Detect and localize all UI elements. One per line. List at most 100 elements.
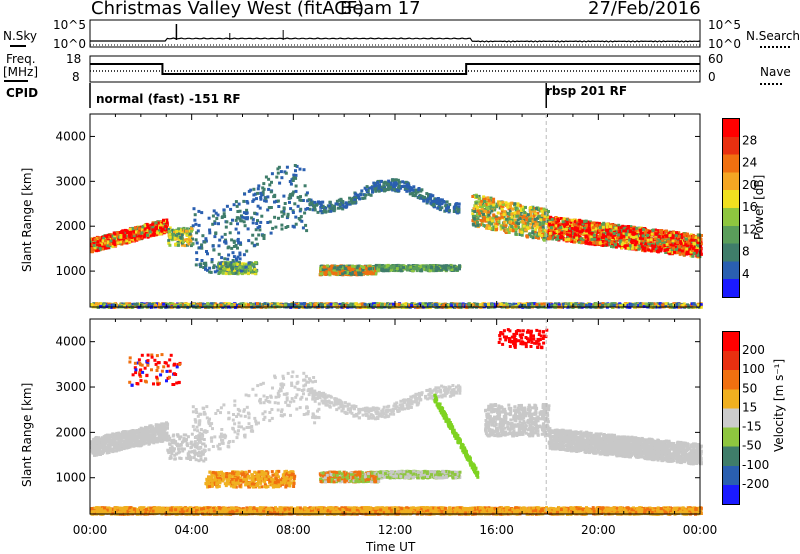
power-cell: [584, 234, 588, 238]
power-cell: [513, 202, 517, 206]
power-cell: [179, 236, 183, 240]
power-cell: [337, 206, 340, 210]
power-cell: [241, 265, 245, 269]
power-cell: [285, 165, 289, 169]
power-cell: [437, 267, 440, 271]
nsky-tick-high: 10^5: [53, 18, 86, 32]
power-cell: [440, 264, 444, 268]
power-cell: [499, 224, 503, 228]
power-cell: [356, 193, 359, 197]
power-cell: [674, 248, 678, 252]
power-cell: [346, 270, 349, 274]
power-cell: [238, 257, 242, 261]
power-cell: [276, 167, 280, 171]
power-cell: [229, 207, 233, 211]
power-cell: [332, 271, 336, 275]
power-cell: [237, 231, 241, 235]
power-cell: [298, 209, 302, 213]
power-cell: [156, 221, 160, 225]
power-cell: [152, 233, 156, 237]
power-cell: [647, 242, 651, 246]
power-cell: [176, 235, 180, 239]
power-cell: [634, 235, 638, 239]
power-cell: [244, 265, 248, 269]
power-cell: [343, 271, 347, 275]
power-cell: [494, 224, 498, 228]
power-cell: [635, 246, 639, 250]
power-cell: [646, 244, 650, 248]
power-cell: [325, 270, 329, 274]
power-cell: [245, 200, 249, 203]
power-cell: [235, 259, 239, 263]
power-cell: [513, 211, 517, 215]
power-cell: [531, 226, 534, 230]
power-cell: [119, 234, 123, 237]
power-cell: [173, 231, 176, 234]
power-cell: [397, 189, 401, 193]
power-cell: [406, 187, 410, 191]
power-cell: [137, 231, 141, 235]
power-cell: [236, 210, 240, 213]
nsky-panel-frame: [89, 19, 701, 48]
power-cell: [91, 238, 95, 241]
power-cell: [519, 217, 523, 221]
power-cell: [210, 260, 214, 264]
power-cell: [577, 235, 581, 238]
nave-label: Nave: [760, 65, 791, 79]
power-cell: [246, 216, 250, 220]
power-cell: [92, 244, 96, 248]
power-cell: [530, 217, 534, 221]
power-cell: [269, 190, 273, 194]
power-cell: [312, 205, 316, 209]
power-cell: [90, 247, 94, 251]
power-cell: [581, 222, 585, 226]
power-cell: [95, 249, 99, 253]
power-cell: [220, 265, 224, 269]
power-cell: [237, 202, 241, 206]
power-cell: [128, 240, 132, 244]
power-cell: [300, 219, 304, 223]
power-cell: [180, 233, 184, 237]
power-cell: [392, 178, 396, 182]
power-cell: [440, 206, 444, 210]
power-cell: [530, 207, 534, 211]
power-cell: [349, 199, 353, 203]
power-cell: [373, 187, 377, 191]
power-cell: [226, 267, 230, 271]
power-cell: [438, 207, 442, 211]
power-cell: [638, 236, 642, 240]
power-cell: [275, 175, 279, 179]
power-cell: [474, 224, 478, 228]
power-cell: [484, 203, 488, 207]
power-cell: [539, 207, 543, 211]
power-cell: [293, 202, 297, 206]
power-cell: [347, 264, 351, 268]
nave-tick-high: 60: [708, 52, 724, 66]
nsky-line: [90, 37, 701, 43]
power-cell: [375, 186, 379, 190]
power-cell: [456, 211, 460, 215]
power-cell: [123, 231, 127, 235]
power-cell: [359, 265, 363, 268]
power-cell: [106, 244, 110, 248]
power-cell: [294, 222, 298, 226]
power-cell: [497, 220, 501, 223]
power-cell: [480, 199, 484, 203]
power-cell: [514, 206, 518, 210]
power-cell: [532, 233, 536, 237]
power-cell: [554, 236, 558, 240]
power-cell: [491, 228, 495, 232]
power-cell: [553, 227, 557, 231]
power-cell: [229, 222, 233, 226]
power-cell: [304, 207, 308, 211]
power-cell: [239, 269, 243, 273]
power-cell: [227, 262, 231, 266]
power-cell: [367, 267, 371, 271]
power-cell: [664, 251, 668, 254]
power-cell: [689, 233, 693, 237]
power-cell: [280, 210, 284, 214]
power-cell: [308, 207, 312, 211]
power-cell: [211, 222, 215, 226]
power-cell: [258, 206, 262, 210]
power-cell: [365, 188, 368, 192]
